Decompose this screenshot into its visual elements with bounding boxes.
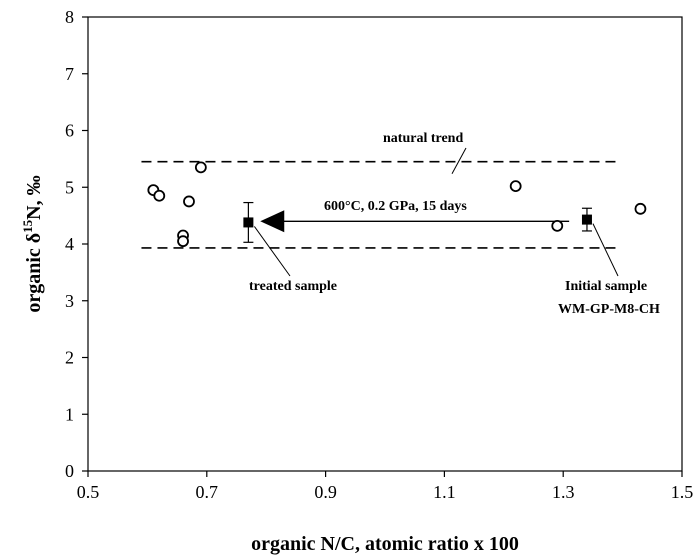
arrow-head <box>260 210 285 233</box>
x-tick-label: 1.3 <box>552 482 575 502</box>
annotation-conditions: 600°C, 0.2 GPa, 15 days <box>324 199 467 214</box>
x-tick-label: 0.7 <box>196 482 219 502</box>
y-tick-label: 0 <box>65 461 74 481</box>
annotation-natural-trend: natural trend <box>383 131 463 146</box>
y-axis-title: organic δ15N, ‰ <box>20 175 45 312</box>
natural-sample-point <box>177 235 189 248</box>
x-axis: 0.5 0.7 0.9 1.1 1.3 1.5 <box>77 471 694 502</box>
annotation-initial-sample-id: WM-GP-M8-CH <box>558 302 660 317</box>
x-tick-label: 1.1 <box>433 482 456 502</box>
x-axis-title: organic N/C, atomic ratio x 100 <box>251 533 519 555</box>
x-tick-label: 0.9 <box>314 482 337 502</box>
y-tick-label: 4 <box>65 234 74 254</box>
natural-sample-point <box>194 161 207 174</box>
experimental-sample-point <box>243 217 254 228</box>
y-tick-label: 3 <box>65 291 74 311</box>
y-axis-title-sup: 15 <box>20 219 35 233</box>
experimental-samples <box>243 201 592 243</box>
experimental-sample-point <box>581 214 592 225</box>
y-tick-label: 5 <box>65 177 74 197</box>
y-tick-label: 2 <box>65 348 74 368</box>
y-tick-label: 8 <box>65 7 74 27</box>
treatment-arrow <box>260 210 570 233</box>
y-tick-label: 1 <box>65 404 74 424</box>
leader-line-initial <box>592 223 619 277</box>
x-tick-label: 1.5 <box>671 482 694 502</box>
y-axis-title-prefix: organic δ <box>23 233 45 313</box>
plot-frame <box>87 16 683 472</box>
y-axis-title-suffix: N, ‰ <box>23 175 45 219</box>
leader-line-natural-trend <box>451 147 467 174</box>
natural-sample-point <box>183 195 195 208</box>
natural-sample-point <box>551 219 564 232</box>
x-tick-label: 0.5 <box>77 482 100 502</box>
y-tick-label: 6 <box>65 121 74 141</box>
y-axis: 0 1 2 3 4 5 6 7 8 <box>65 7 88 481</box>
natural-sample-point <box>634 202 647 215</box>
leader-lines <box>253 147 619 277</box>
leader-line-treated <box>253 226 291 277</box>
natural-sample-point <box>509 180 522 193</box>
annotation-initial-sample: Initial sample <box>565 279 647 294</box>
natural-samples <box>147 161 647 248</box>
natural-sample-point <box>153 189 166 202</box>
annotation-treated-sample: treated sample <box>249 279 337 294</box>
y-tick-label: 7 <box>65 64 74 84</box>
